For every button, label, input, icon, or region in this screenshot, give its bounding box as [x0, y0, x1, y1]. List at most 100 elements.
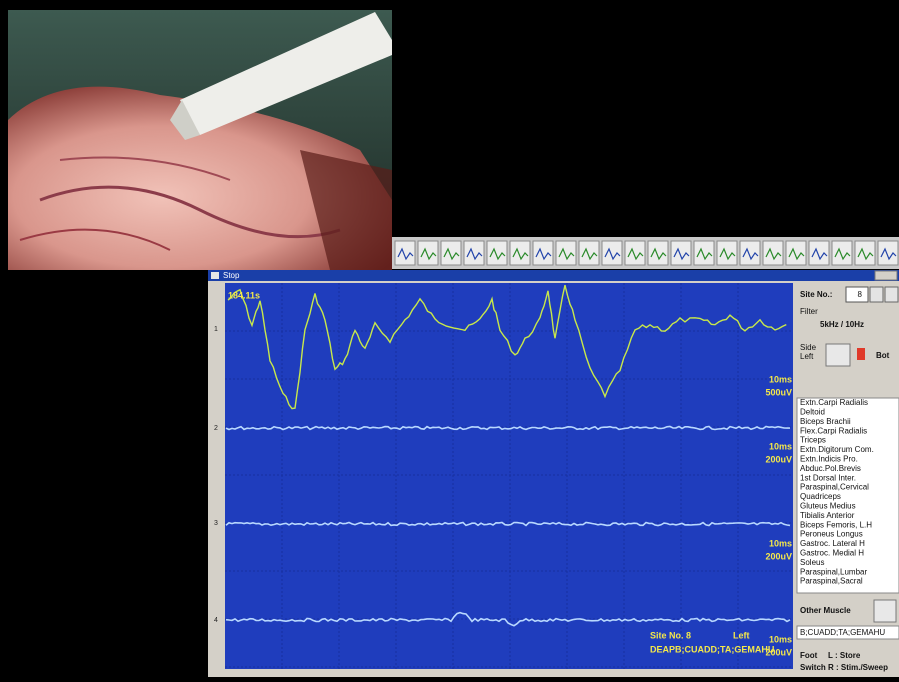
toolbar-button[interactable] [877, 240, 899, 266]
site-input[interactable] [845, 286, 869, 303]
toolbar-button[interactable] [670, 240, 692, 266]
toolbar-icon [719, 247, 736, 261]
selection-box [796, 625, 899, 640]
toolbar-button[interactable] [486, 240, 508, 266]
toolbar-button[interactable] [716, 240, 738, 266]
toolbar-button[interactable] [440, 240, 462, 266]
muscle-item[interactable]: Abduc.Pol.Brevis [800, 464, 861, 473]
scale-time: 10ms [769, 441, 792, 451]
toolbar-icon [811, 247, 828, 261]
toolbar-button[interactable] [532, 240, 554, 266]
toolbar-icon [788, 247, 805, 261]
muscle-item[interactable]: Biceps Femoris, L.H [800, 520, 872, 529]
toolbar-icon [857, 247, 874, 261]
toolbar-icon [604, 247, 621, 261]
toolbar-icon [512, 247, 529, 261]
toolbar-icon [535, 247, 552, 261]
scale-amplitude: 200uV [765, 551, 792, 561]
plot-area [225, 283, 793, 669]
muscle-item[interactable]: Biceps Brachii [800, 417, 851, 426]
muscle-item[interactable]: Gluteus Medius [800, 502, 856, 511]
toolbar-button[interactable] [785, 240, 807, 266]
toolbar-icon [627, 247, 644, 261]
left-button[interactable] [825, 343, 851, 367]
foot-value: L : Store [828, 651, 861, 660]
toolbar-icon [420, 247, 437, 261]
trace [225, 521, 791, 527]
window-buttons[interactable] [874, 270, 898, 281]
status-muscles: DEAPB;CUADD;TA;GEMAHU [650, 644, 774, 654]
muscle-item[interactable]: Extn.Carpi Radialis [800, 398, 868, 407]
window-title: Stop [223, 271, 240, 280]
toolbar-button[interactable] [739, 240, 761, 266]
muscle-item[interactable]: Peroneus Longus [800, 530, 863, 539]
muscle-item[interactable]: Quadriceps [800, 492, 841, 501]
muscle-item[interactable]: Flex.Carpi Radialis [800, 426, 867, 435]
muscle-item[interactable]: Paraspinal,Cervical [800, 483, 869, 492]
toolbar-button[interactable] [463, 240, 485, 266]
site-label: Site No.: [800, 290, 832, 299]
toolbar-button[interactable] [509, 240, 531, 266]
toolbar-icon [558, 247, 575, 261]
switch-value: R : Stim./Sweep [828, 663, 888, 672]
muscle-item[interactable]: Paraspinal,Lumbar [800, 567, 867, 576]
channel-number: 4 [214, 617, 218, 624]
muscle-item[interactable]: Deltoid [800, 408, 825, 417]
toolbar-button[interactable] [578, 240, 600, 266]
toolbar-icon [466, 247, 483, 261]
filter-value: 5kHz / 10Hz [820, 320, 864, 329]
site-up[interactable] [869, 286, 884, 303]
toolbar-button[interactable] [831, 240, 853, 266]
toolbar-button[interactable] [854, 240, 876, 266]
other-muscle-icon[interactable] [873, 599, 897, 623]
side-label: Side [800, 343, 817, 352]
scale-time: 10ms [769, 538, 792, 548]
traces [225, 285, 791, 627]
toolbar-icon [581, 247, 598, 261]
selection: B;CUADD;TA;GEMAHU [800, 628, 885, 637]
toolbar-button[interactable] [417, 240, 439, 266]
toolbar-icon [765, 247, 782, 261]
both-button[interactable]: Bot [876, 351, 890, 360]
muscle-item[interactable]: Extn.Digitorum Com. [800, 445, 874, 454]
toolbar-icon [742, 247, 759, 261]
toolbar-icon [834, 247, 851, 261]
muscle-item[interactable]: Gastroc. Lateral H [800, 539, 865, 548]
toolbar-button[interactable] [601, 240, 623, 266]
toolbar-button[interactable] [647, 240, 669, 266]
channel-labels: 1 10ms 500uV 2 10ms 200uV 3 10ms 200uV 4 10ms 200uV [214, 326, 792, 658]
toolbar-button[interactable] [555, 240, 577, 266]
site-down[interactable] [884, 286, 899, 303]
muscle-list [796, 397, 899, 594]
other-muscle[interactable]: Other Muscle [800, 606, 851, 615]
muscle-item[interactable]: Gastroc. Medial H [800, 549, 864, 558]
side-value: Left [800, 352, 814, 361]
muscle-item[interactable]: Triceps [800, 436, 826, 445]
toolbar-button[interactable] [808, 240, 830, 266]
elapsed-time: 184.11s [228, 290, 260, 300]
status-side: Left [733, 630, 750, 640]
toolbar-icon [673, 247, 690, 261]
trace [225, 425, 790, 431]
toolbar-button[interactable] [762, 240, 784, 266]
channel-number: 1 [214, 326, 218, 333]
toolbar-button[interactable] [394, 240, 416, 266]
toolbar-button[interactable] [693, 240, 715, 266]
toolbar-button[interactable] [624, 240, 646, 266]
scale-amplitude: 500uV [765, 387, 792, 397]
muscle-item[interactable]: Paraspinal,Sacral [800, 577, 863, 586]
title-bar [208, 270, 899, 281]
channel-column [208, 283, 225, 669]
toolbar-icon [443, 247, 460, 261]
toolbar [392, 237, 899, 269]
channel-number: 2 [214, 425, 218, 432]
toolbar-icon [880, 247, 897, 261]
right-indicator [857, 348, 865, 360]
muscle-item[interactable]: Tibialis Anterior [800, 511, 855, 520]
scale-time: 10ms [769, 374, 792, 384]
trace [225, 611, 791, 627]
muscle-item[interactable]: 1st Dorsal Inter. [800, 473, 856, 482]
muscle-item[interactable]: Extn.Indicis Pro. [800, 455, 858, 464]
muscle-item[interactable]: Soleus [800, 558, 824, 567]
